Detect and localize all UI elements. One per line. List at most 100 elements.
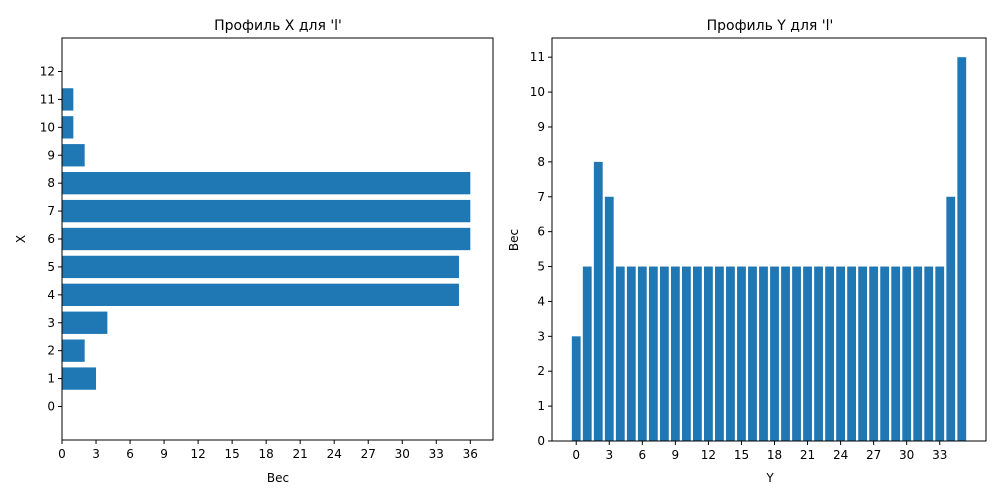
y-tick-label: 4 [47, 288, 55, 302]
bar-y-26 [858, 266, 868, 441]
x-tick-label: 0 [572, 448, 580, 462]
bar-y-3 [604, 196, 614, 441]
chart-title-x-profile: Профиль X для 'l' [214, 18, 342, 34]
bar-y-24 [836, 266, 846, 441]
bar-x-4 [62, 283, 459, 306]
y-tick-label: 1 [47, 372, 55, 386]
y-tick-label: 8 [537, 155, 545, 169]
y-tick-label: 10 [40, 120, 55, 134]
bar-y-31 [913, 266, 923, 441]
y-tick-label: 7 [537, 190, 545, 204]
bar-y-1 [582, 266, 592, 441]
bar-y-19 [781, 266, 790, 441]
bar-y-9 [670, 266, 680, 441]
y-tick-label: 3 [537, 329, 545, 343]
x-axis-label-y-profile: Y [765, 471, 774, 485]
bar-x-8 [62, 172, 471, 195]
y-tick-label: 11 [530, 50, 545, 64]
x-tick-label: 27 [866, 448, 881, 462]
y-tick-label: 6 [537, 225, 545, 239]
x-tick-label: 24 [327, 447, 342, 461]
bar-y-11 [692, 266, 702, 441]
y-tick-label: 11 [40, 92, 55, 106]
bar-x-3 [62, 311, 108, 334]
x-axis-label-x-profile: Вес [267, 471, 289, 485]
y-axis-label-x-profile: X [14, 235, 28, 243]
bar-y-6 [637, 266, 647, 441]
y-tick-label: 0 [537, 434, 545, 448]
bar-y-16 [748, 266, 757, 441]
bar-x-10 [62, 116, 74, 139]
x-tick-label: 0 [58, 447, 66, 461]
bar-y-33 [935, 266, 945, 441]
bar-x-7 [62, 199, 471, 223]
y-tick-label: 8 [47, 176, 55, 190]
x-tick-label: 15 [224, 447, 239, 461]
bar-y-5 [626, 266, 636, 441]
x-tick-label: 3 [605, 448, 613, 462]
y-tick-label: 1 [537, 399, 545, 413]
y-tick-label: 2 [47, 344, 55, 358]
y-tick-label: 9 [537, 120, 545, 134]
bar-y-10 [681, 266, 691, 441]
bar-x-5 [62, 255, 459, 279]
x-tick-label: 12 [701, 448, 716, 462]
y-tick-label: 6 [47, 232, 55, 246]
y-tick-label: 12 [40, 65, 55, 79]
x-tick-label: 21 [800, 448, 815, 462]
bar-y-13 [715, 266, 724, 441]
bar-y-14 [726, 266, 735, 441]
bar-y-17 [759, 266, 768, 441]
bar-y-29 [891, 266, 901, 441]
bar-x-1 [62, 367, 97, 390]
x-tick-label: 36 [463, 447, 478, 461]
x-tick-label: 21 [293, 447, 308, 461]
bar-y-7 [648, 266, 658, 441]
bar-y-4 [615, 266, 625, 441]
bar-y-25 [847, 266, 857, 441]
x-tick-label: 33 [932, 448, 947, 462]
bar-y-0 [571, 336, 581, 441]
y-tick-label: 9 [47, 148, 55, 162]
bar-y-15 [737, 266, 746, 441]
x-tick-label: 24 [833, 448, 848, 462]
x-tick-label: 18 [259, 447, 274, 461]
bar-x-6 [62, 227, 471, 251]
bar-y-21 [803, 266, 812, 441]
bar-y-32 [924, 266, 934, 441]
x-tick-label: 9 [672, 448, 680, 462]
bar-y-23 [825, 266, 834, 441]
bar-y-12 [704, 266, 713, 441]
x-tick-label: 33 [429, 447, 444, 461]
bar-x-2 [62, 339, 85, 362]
x-tick-label: 30 [899, 448, 914, 462]
x-tick-label: 9 [160, 447, 168, 461]
plot-frame [551, 37, 987, 442]
bar-y-8 [659, 266, 669, 441]
x-tick-label: 3 [92, 447, 100, 461]
bar-x-11 [62, 88, 74, 111]
y-axis-label-y-profile: Вес [507, 229, 521, 251]
y-tick-label: 7 [47, 204, 55, 218]
x-tick-label: 12 [190, 447, 205, 461]
bar-y-30 [902, 266, 912, 441]
y-tick-label: 0 [47, 400, 55, 414]
y-tick-label: 5 [537, 260, 545, 274]
chart-title-y-profile: Профиль Y для 'l' [707, 18, 834, 34]
x-tick-label: 6 [639, 448, 647, 462]
y-tick-label: 4 [537, 294, 545, 308]
y-tick-label: 3 [47, 316, 55, 330]
x-tick-label: 27 [361, 447, 376, 461]
y-tick-label: 2 [537, 364, 545, 378]
bar-y-27 [869, 266, 879, 441]
bar-y-34 [946, 196, 956, 441]
x-tick-label: 15 [734, 448, 749, 462]
bar-y-18 [770, 266, 779, 441]
bar-y-2 [593, 161, 603, 442]
x-tick-label: 30 [395, 447, 410, 461]
bar-y-20 [792, 266, 801, 441]
